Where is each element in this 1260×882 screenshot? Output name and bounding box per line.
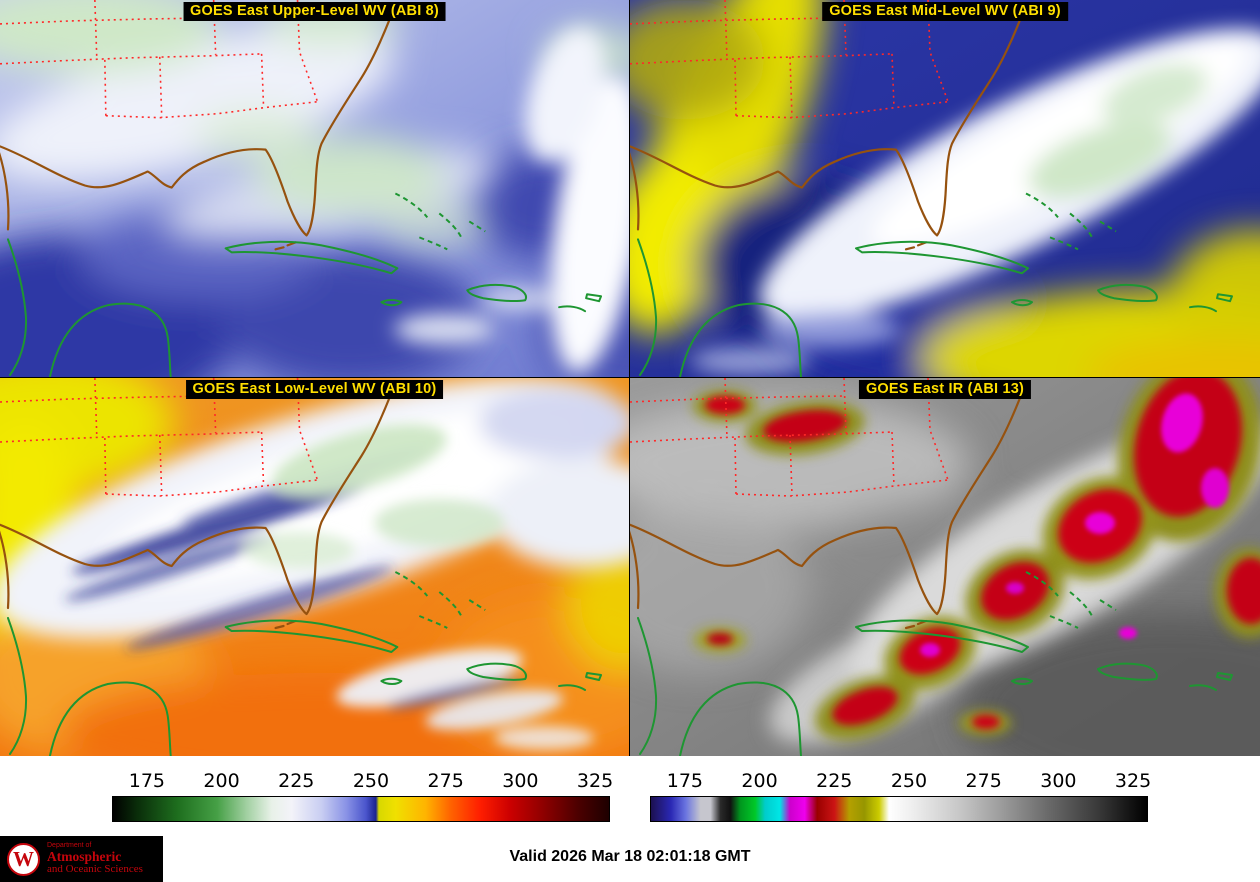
panel-title-abi9: GOES East Mid-Level WV (ABI 9) <box>822 2 1068 21</box>
satellite-quad-grid: GOES East Upper-Level WV (ABI 8) <box>0 0 1260 756</box>
tick-label: 325 <box>1114 770 1152 792</box>
colorbar-wv-ticks: 175 200 225 250 275 300 325 <box>112 768 614 796</box>
map-overlay <box>630 0 1234 377</box>
colorbar-ir: 175 200 225 250 275 300 325 <box>650 768 1152 826</box>
panel-low-level-wv: GOES East Low-Level WV (ABI 10) <box>0 378 630 756</box>
panel-mid-level-wv: GOES East Mid-Level WV (ABI 9) <box>630 0 1260 378</box>
wv-cloud-band <box>690 28 1260 376</box>
tick-label: 250 <box>352 770 390 792</box>
satellite-image-abi9 <box>630 0 1260 377</box>
aos-logo: W Department of Atmospheric and Oceanic … <box>0 836 163 882</box>
colorbar-ir-gradient <box>650 796 1148 822</box>
satellite-image-abi10 <box>0 378 629 756</box>
map-overlay <box>0 0 603 377</box>
colorbar-wv: 175 200 225 250 275 300 325 <box>112 768 614 826</box>
panel-ir: GOES East IR (ABI 13) <box>630 378 1260 756</box>
logo-line-oceanic: and Oceanic Sciences <box>47 863 143 876</box>
tick-label: 225 <box>816 770 853 792</box>
tick-label: 300 <box>502 770 539 792</box>
aos-logo-text: Department of Atmospheric and Oceanic Sc… <box>47 842 143 876</box>
logo-dept-line: Department of <box>47 842 92 849</box>
satellite-image-abi8 <box>0 0 629 377</box>
panel-title-abi8: GOES East Upper-Level WV (ABI 8) <box>183 2 446 21</box>
wv-moist-bands <box>0 0 629 249</box>
uw-crest-icon: W <box>7 842 40 876</box>
tick-label: 325 <box>576 770 614 792</box>
panel-title-abi13: GOES East IR (ABI 13) <box>858 380 1032 399</box>
tick-label: 175 <box>666 770 703 792</box>
tick-label: 200 <box>203 770 240 792</box>
colorbar-ir-ticks: 175 200 225 250 275 300 325 <box>650 768 1152 796</box>
colorbar-wv-gradient <box>112 796 610 822</box>
tick-label: 275 <box>965 770 1002 792</box>
tick-label: 275 <box>427 770 464 792</box>
tick-label: 225 <box>278 770 315 792</box>
map-overlay <box>0 378 603 756</box>
tick-label: 175 <box>128 770 165 792</box>
wv-bright-cloud-band <box>394 27 629 373</box>
logo-line-atmospheric: Atmospheric <box>47 848 122 864</box>
footer: Valid 2026 Mar 18 02:01:18 GMT W Departm… <box>0 836 1260 882</box>
satellite-image-abi13 <box>630 378 1260 756</box>
colorbar-region: 175 200 225 250 275 300 325 175 200 225 … <box>0 756 1260 836</box>
tick-label: 250 <box>890 770 928 792</box>
panel-title-abi10: GOES East Low-Level WV (ABI 10) <box>185 380 444 399</box>
ir-enhancement-magenta-cores <box>920 393 1229 657</box>
tick-label: 300 <box>1040 770 1077 792</box>
map-overlay <box>630 378 1234 756</box>
tick-label: 200 <box>741 770 778 792</box>
panel-upper-level-wv: GOES East Upper-Level WV (ABI 8) <box>0 0 630 378</box>
valid-time-text: Valid 2026 Mar 18 02:01:18 GMT <box>509 848 751 865</box>
